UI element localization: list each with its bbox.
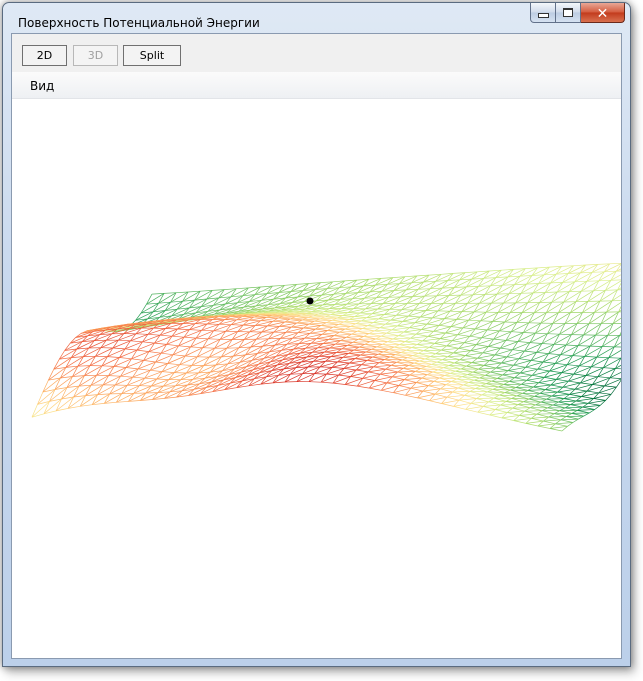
view-3d-button[interactable]: 3D	[73, 45, 118, 66]
toolbar: 2D 3D Split	[12, 34, 621, 72]
app-window: Поверхность Потенциальной Энергии ✕ 2D 3…	[2, 2, 631, 667]
title-bar[interactable]: Поверхность Потенциальной Энергии ✕	[3, 3, 630, 33]
maximize-button[interactable]	[556, 3, 581, 23]
energy-surface-wireframe	[31, 262, 630, 432]
close-icon: ✕	[596, 4, 609, 21]
maximize-icon	[563, 8, 573, 17]
wireframe-mesh	[31, 262, 630, 432]
minimize-icon	[537, 13, 549, 18]
split-view-button[interactable]: Split	[123, 45, 181, 66]
view-2d-button[interactable]: 2D	[22, 45, 67, 66]
window-title: Поверхность Потенциальной Энергии	[18, 16, 260, 30]
position-marker	[306, 297, 314, 305]
surface-3d-viewport[interactable]	[12, 99, 630, 658]
caption-buttons: ✕	[530, 3, 625, 23]
client-area: 2D 3D Split Вид	[11, 33, 630, 659]
menu-item-view[interactable]: Вид	[30, 79, 55, 93]
minimize-button[interactable]	[530, 3, 556, 23]
menu-bar: Вид	[12, 72, 621, 99]
close-button[interactable]: ✕	[581, 3, 625, 23]
